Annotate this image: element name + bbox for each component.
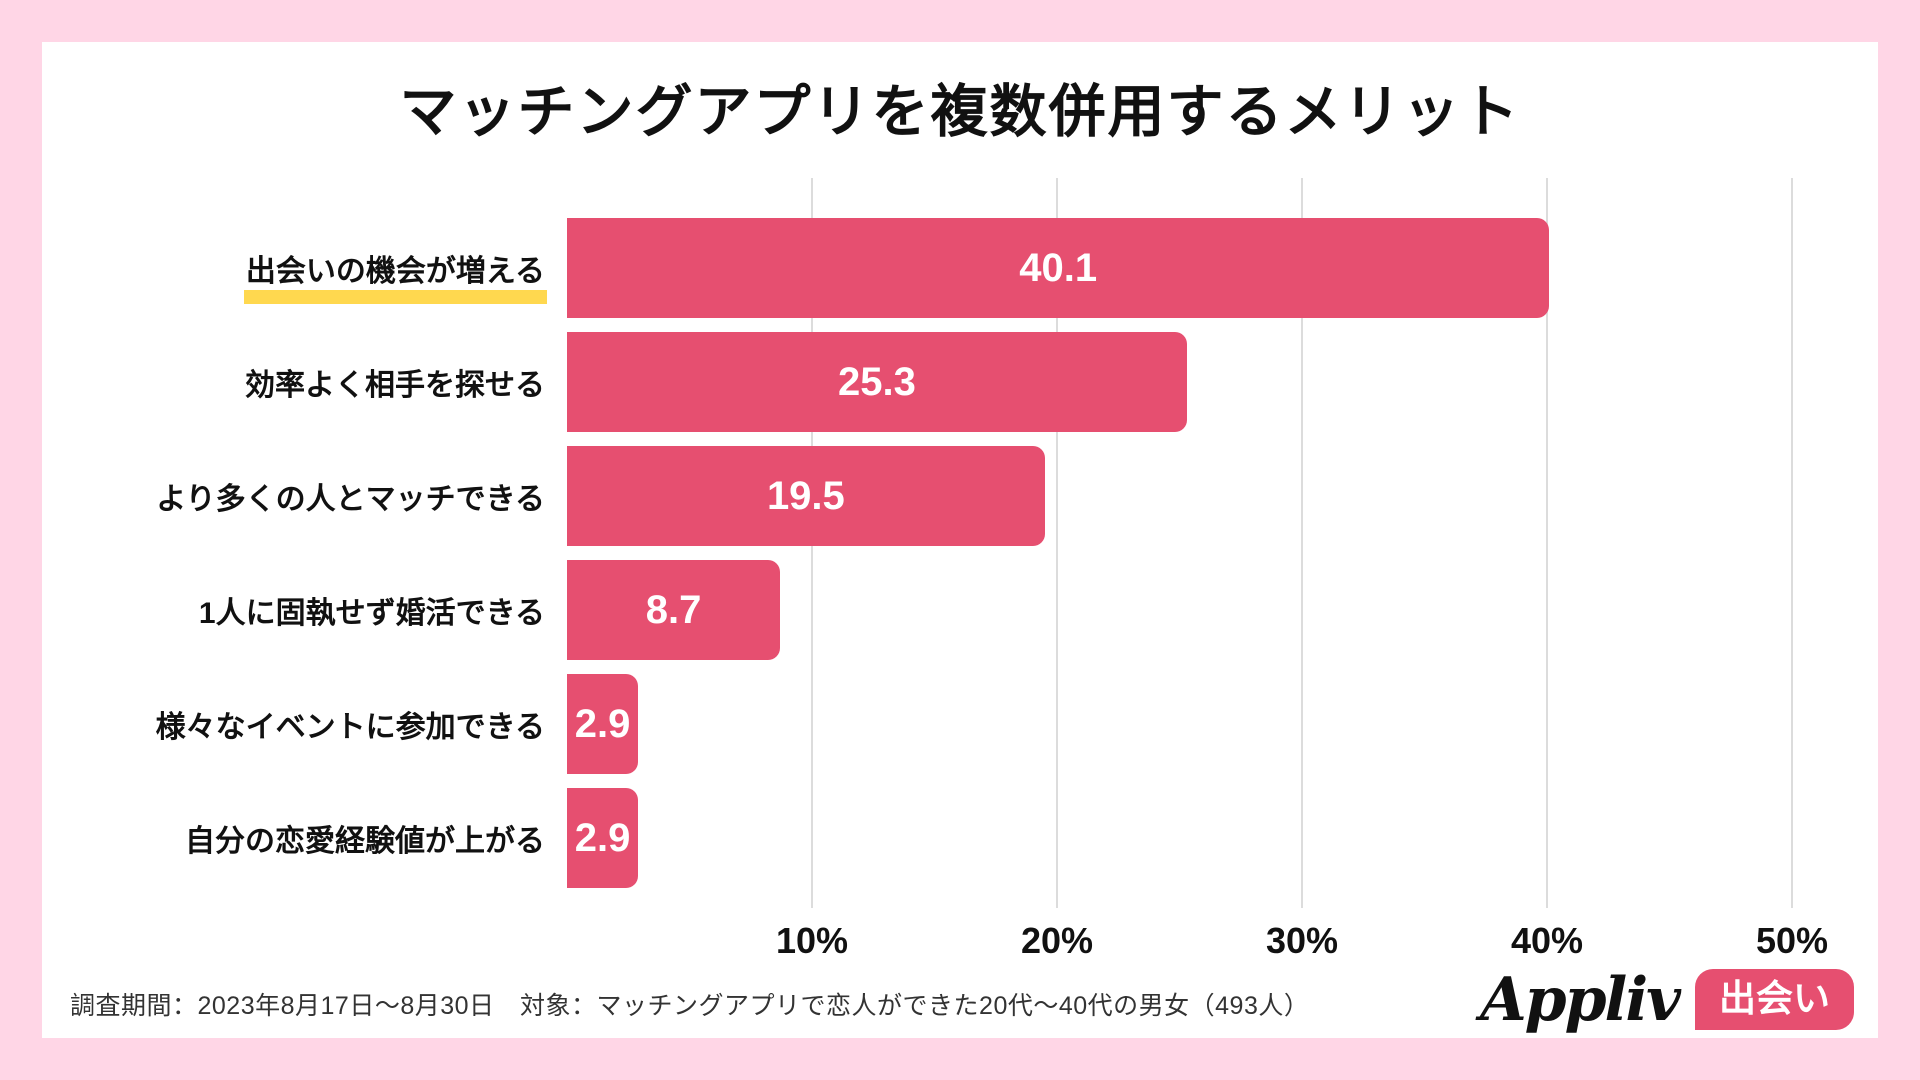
- bar-row: 出会いの機会が増える 40.1: [42, 218, 1792, 318]
- value-label: 8.7: [645, 587, 702, 632]
- category-label: 自分の恋愛経験値が上がる: [185, 825, 545, 858]
- bar-row: より多くの人とマッチできる 19.5: [42, 446, 1792, 546]
- survey-note: 調査期間：2023年8月17日〜8月30日 対象：マッチングアプリで恋人ができた…: [70, 992, 1310, 1020]
- category-label: 様々なイベントに参加できる: [155, 711, 545, 744]
- bar: 8.7: [567, 560, 781, 660]
- infographic-card: マッチングアプリを複数併用するメリット 出会いの機会が増える 40.1 効率よく相手…: [42, 42, 1878, 1038]
- category-label: 出会いの機会が増える: [243, 246, 548, 304]
- bar-track: 2.9: [567, 674, 1792, 774]
- x-axis-tick: 40%: [1510, 920, 1584, 961]
- x-axis-tick: 50%: [1755, 920, 1829, 961]
- x-axis-tick: 10%: [775, 920, 849, 961]
- gridline: [1791, 178, 1793, 908]
- brand-logo: Appliv 出会い: [1480, 969, 1854, 1030]
- value-label: 25.3: [837, 359, 916, 404]
- bar-track: 25.3: [567, 332, 1792, 432]
- category-label-cell: 様々なイベントに参加できる: [42, 674, 567, 774]
- bar-track: 2.9: [567, 788, 1792, 888]
- bar-row: 効率よく相手を探せる 25.3: [42, 332, 1792, 432]
- x-axis-tick: 30%: [1265, 920, 1339, 961]
- x-axis: 10% 20% 30% 40% 50%: [567, 920, 1828, 970]
- category-label: より多くの人とマッチできる: [156, 483, 545, 516]
- bar-rows: 出会いの機会が増える 40.1 効率よく相手を探せる 25.3 より多くの人とマッチでき…: [42, 178, 1792, 930]
- x-axis-tick: 20%: [1020, 920, 1094, 961]
- bar-track: 8.7: [567, 560, 1792, 660]
- appliv-logo-text: Appliv: [1480, 964, 1681, 1035]
- value-label: 2.9: [574, 815, 631, 860]
- gridline: [1546, 178, 1548, 908]
- value-label: 2.9: [574, 701, 631, 746]
- category-label-cell: 効率よく相手を探せる: [42, 332, 567, 432]
- bar-track: 19.5: [567, 446, 1792, 546]
- deai-badge-label: 出会い: [1719, 978, 1830, 1019]
- value-label: 40.1: [1019, 245, 1098, 290]
- deai-badge: 出会い: [1695, 969, 1854, 1030]
- bar: 2.9: [567, 674, 639, 774]
- bar: 2.9: [567, 788, 639, 888]
- bar-row: 自分の恋愛経験値が上がる 2.9: [42, 788, 1792, 888]
- category-label: 1人に固執せず婚活できる: [198, 597, 545, 630]
- value-label: 19.5: [766, 473, 845, 518]
- bar-row: 1人に固執せず婚活できる 8.7: [42, 560, 1792, 660]
- bar-track: 40.1: [567, 218, 1792, 318]
- bar: 19.5: [567, 446, 1045, 546]
- bar-row: 様々なイベントに参加できる 2.9: [42, 674, 1792, 774]
- gridline: [1056, 178, 1058, 908]
- category-label-cell: より多くの人とマッチできる: [42, 446, 567, 546]
- gridline: [1301, 178, 1303, 908]
- category-label-cell: 自分の恋愛経験値が上がる: [42, 788, 567, 888]
- category-label-cell: 出会いの機会が増える: [42, 218, 567, 318]
- category-label-cell: 1人に固執せず婚活できる: [42, 560, 567, 660]
- chart-title: マッチングアプリを複数併用するメリット: [399, 80, 1521, 144]
- category-label: 効率よく相手を探せる: [245, 369, 545, 402]
- bar: 40.1: [567, 218, 1550, 318]
- bar: 25.3: [567, 332, 1187, 432]
